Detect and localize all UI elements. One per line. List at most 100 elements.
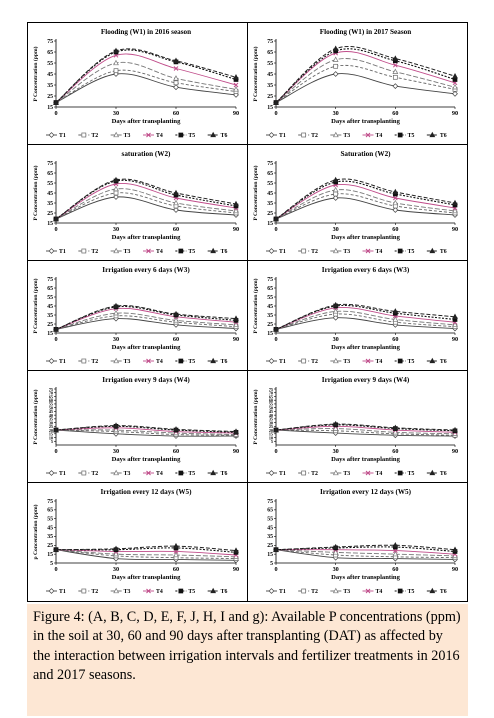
data-point-T3 — [332, 549, 339, 555]
x-tick-label: 0 — [274, 226, 277, 233]
legend-marker — [332, 247, 339, 254]
data-point-T1 — [173, 207, 179, 213]
data-point-T3 — [113, 550, 119, 557]
data-point-T3 — [452, 83, 458, 90]
data-point-T6 — [452, 313, 458, 319]
y-tick-label: 75 — [269, 387, 273, 392]
legend-marker — [146, 588, 151, 594]
y-tick-label: 15 — [267, 221, 273, 227]
legend-marker — [397, 470, 403, 476]
y-tick-label: 55 — [47, 295, 53, 301]
data-point-T3 — [392, 68, 399, 74]
data-point-T6 — [113, 302, 119, 309]
data-point-T2 — [392, 74, 398, 80]
series-line-T4 — [55, 427, 237, 434]
legend-label: T5 — [188, 133, 195, 139]
series-line-T3 — [55, 188, 237, 220]
legend-label: T3 — [124, 471, 131, 477]
y-tick-label: 35 — [267, 313, 273, 319]
legend-marker — [210, 247, 217, 254]
y-tick-label: 55 — [47, 517, 53, 523]
y-tick-label: 25 — [267, 543, 273, 549]
data-point-T6 — [452, 426, 458, 433]
y-tick-label: 65 — [267, 508, 273, 514]
y-tick-label: 20 — [49, 428, 53, 433]
y-tick-label: 15 — [47, 331, 53, 337]
legend-marker — [429, 469, 436, 476]
legend-marker — [397, 132, 403, 138]
y-tick-label: 45 — [49, 409, 53, 414]
legend-label: T2 — [311, 133, 318, 139]
data-point-T6 — [392, 542, 399, 548]
x-tick-label: 90 — [452, 566, 458, 573]
x-tick-label: 90 — [452, 448, 458, 455]
chart-panel-9: Irrigation every 12 days (W5) p Concentra… — [28, 483, 248, 601]
data-point-T3 — [332, 56, 339, 62]
legend-label: T6 — [221, 249, 228, 255]
chart-svg-7: Irrigation every 9 days (W4) P Concentrat… — [32, 376, 239, 477]
series-line-T6 — [55, 425, 237, 433]
legend-marker — [332, 469, 339, 476]
caption-text: (A, B, C, D, E, F, J, H, I and g): Avail… — [33, 609, 461, 684]
x-axis-label: Days after transplanting — [112, 344, 181, 351]
legend-marker — [301, 248, 307, 254]
series-line-T6 — [275, 544, 456, 551]
data-point-T3 — [113, 59, 119, 66]
series-line-T1 — [275, 73, 456, 104]
y-tick-label: 40 — [269, 413, 273, 418]
y-tick-label: 55 — [269, 402, 273, 407]
y-tick-label: 45 — [47, 72, 53, 78]
data-point-T2 — [173, 80, 179, 86]
y-tick-label: 65 — [267, 50, 273, 56]
data-point-T6 — [173, 189, 179, 196]
x-tick-label: 60 — [173, 226, 179, 233]
y-tick-label: 75 — [47, 277, 53, 283]
y-tick-label: 20 — [269, 428, 273, 433]
y-tick-label: 15 — [47, 221, 53, 227]
legend-marker — [365, 132, 371, 138]
x-tick-label: 30 — [333, 336, 339, 343]
legend-label: T5 — [188, 359, 195, 365]
legend-label: T5 — [408, 589, 415, 595]
data-point-T3 — [332, 425, 339, 431]
series-line-T1 — [275, 317, 456, 330]
x-tick-label: 30 — [113, 226, 119, 233]
x-tick-label: 0 — [54, 226, 57, 233]
legend-label: T6 — [440, 589, 447, 595]
series-line-T4 — [275, 425, 456, 433]
series-line-T4 — [275, 306, 456, 330]
series-line-T2 — [55, 69, 237, 103]
legend-marker — [268, 588, 275, 594]
data-point-T4 — [392, 62, 398, 68]
series-line-T6 — [55, 305, 237, 330]
data-point-T3 — [233, 207, 239, 214]
x-tick-label: 60 — [392, 226, 398, 233]
legend-label: T4 — [376, 589, 383, 595]
legend-label: T6 — [440, 471, 447, 477]
data-point-T6 — [233, 74, 239, 80]
x-tick-label: 0 — [274, 336, 277, 343]
data-point-T6 — [233, 200, 239, 207]
data-point-T6 — [233, 547, 239, 553]
data-point-T1 — [392, 83, 399, 89]
series-line-T4 — [275, 549, 456, 555]
legend-label: T1 — [59, 249, 66, 255]
legend-label: T2 — [311, 359, 318, 365]
legend-marker — [146, 132, 151, 138]
data-point-T3 — [392, 199, 399, 206]
y-tick-label: 35 — [267, 83, 273, 89]
data-point-T4 — [173, 66, 179, 71]
data-point-T6 — [332, 176, 339, 183]
series-line-T5 — [275, 304, 456, 330]
data-point-T2 — [333, 63, 339, 69]
legend-marker — [301, 470, 307, 476]
y-tick-label: 75 — [49, 387, 53, 392]
y-axis-label: P Concentration (ppm) — [32, 165, 39, 220]
data-point-T2 — [333, 191, 339, 197]
chart-svg-4: Saturation (W2) P Concentration (ppm) 15 25… — [252, 150, 458, 255]
y-tick-label: 75 — [267, 499, 273, 505]
legend-marker — [429, 357, 436, 364]
series-line-T2 — [55, 429, 237, 436]
chart-panel-10: Irrigation every 12 days (W5) 5 15 25 35 45 55… — [248, 483, 467, 601]
legend-label: T3 — [124, 249, 131, 255]
